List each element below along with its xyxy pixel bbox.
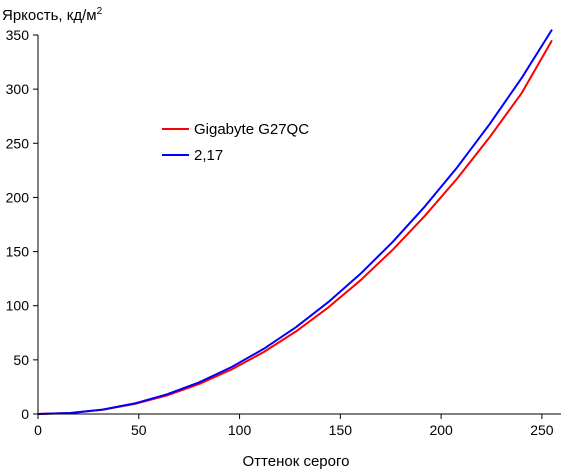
- y-axis-title: Яркость, кд/м2: [2, 6, 103, 24]
- legend-label-gigabyte: Gigabyte G27QC: [194, 121, 309, 138]
- x-tick-label: 250: [530, 422, 554, 438]
- y-axis-title-superscript: 2: [97, 6, 103, 17]
- legend: Gigabyte G27QC 2,17: [162, 121, 309, 164]
- series-line-gamma: [37, 29, 553, 415]
- y-tick-label: 200: [6, 189, 30, 205]
- y-tick-label: 300: [6, 81, 30, 97]
- y-tick-label: 150: [6, 244, 30, 260]
- y-tick-label: 350: [6, 27, 30, 43]
- series-line-gigabyte: [37, 39, 553, 415]
- y-tick-label: 250: [6, 135, 30, 151]
- x-tick-label: 100: [228, 422, 252, 438]
- y-axis-title-text: Яркость, кд/м: [2, 7, 97, 24]
- axes: [37, 35, 561, 415]
- legend-label-gamma: 2,17: [194, 147, 223, 164]
- x-ticks: 0 50 100 150 200 250: [34, 414, 554, 438]
- x-tick-label: 150: [329, 422, 353, 438]
- x-tick-label: 200: [429, 422, 453, 438]
- y-tick-label: 0: [21, 406, 29, 422]
- y-tick-label: 100: [6, 298, 30, 314]
- y-tick-label: 50: [13, 352, 29, 368]
- x-axis-title: Оттенок серого: [243, 453, 350, 469]
- plot-area: [37, 29, 553, 415]
- x-tick-label: 0: [34, 422, 42, 438]
- y-ticks: 0 50 100 150 200 250 300 350: [6, 27, 38, 422]
- x-tick-label: 50: [131, 422, 147, 438]
